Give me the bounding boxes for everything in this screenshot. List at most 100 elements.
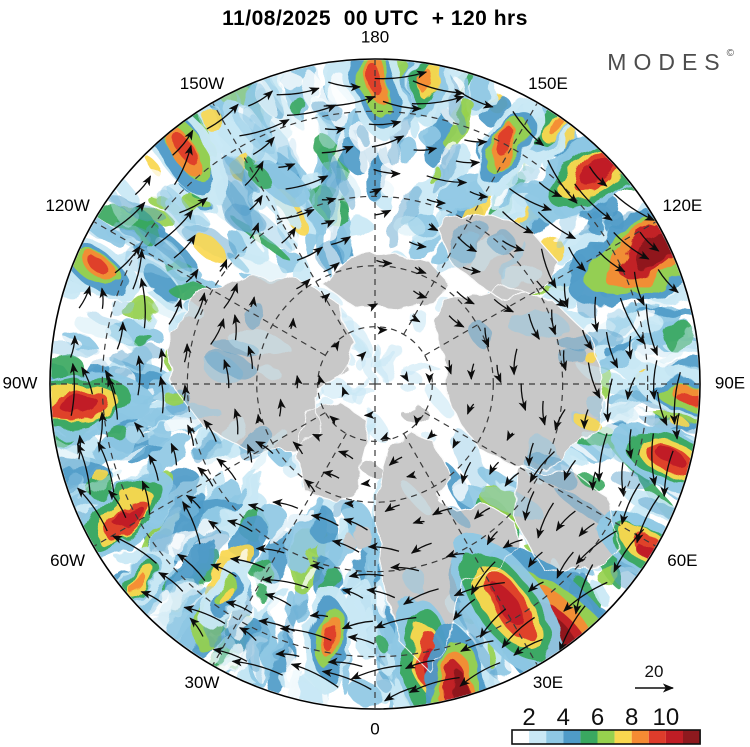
field-blob (490, 191, 512, 204)
wind-arrow (321, 668, 372, 691)
wind-arrow (452, 437, 461, 449)
field-blob (205, 351, 258, 380)
wind-arrow (258, 617, 295, 632)
wind-arrow (555, 510, 576, 532)
wind-arrow (462, 266, 482, 275)
wind-arrow (464, 138, 488, 147)
wind-arrow (343, 499, 355, 509)
meridian-line (424, 412, 657, 548)
meridian-line (424, 220, 657, 356)
wind-arrow (321, 219, 336, 229)
longitude-label: 30W (185, 673, 220, 692)
field-blob (126, 428, 155, 444)
wind-arrow (134, 175, 152, 196)
wind-arrow (502, 539, 523, 549)
field-blob (159, 578, 195, 624)
wind-arrow (69, 334, 79, 358)
wind-arrow (296, 278, 311, 290)
wind-arrow (559, 350, 568, 372)
wind-arrow (613, 193, 656, 221)
wind-arrow (426, 198, 447, 208)
wind-arrow (255, 413, 264, 425)
colorbar-cell (683, 730, 701, 744)
wind-arrow (276, 87, 320, 96)
wind-arrow (261, 575, 309, 589)
wind-arrow (509, 187, 553, 212)
wind-arrow (77, 443, 91, 495)
field-blob (206, 471, 226, 502)
wind-arrow (185, 494, 201, 509)
wind-arrow (376, 259, 393, 268)
wind-arrow (426, 175, 468, 187)
wind-arrow (594, 433, 608, 483)
colorbar-cell (512, 730, 530, 744)
field-blob (250, 168, 274, 190)
wind-arrow (448, 315, 465, 328)
field-blob (289, 98, 308, 115)
wind-arrow (264, 592, 292, 607)
wind-arrow (279, 624, 332, 641)
field-blob (401, 385, 420, 395)
field-blob (226, 329, 292, 359)
wind-arrow (574, 183, 613, 221)
wind-arrow (536, 502, 555, 539)
wind-arrow (603, 378, 613, 423)
wind-arrow (317, 374, 326, 386)
field-blob (321, 326, 339, 340)
wind-arrow (139, 277, 148, 329)
vector-reference-value: 20 (645, 662, 664, 681)
colorbar-tick-label: 6 (591, 704, 604, 731)
field-blob (106, 427, 130, 439)
modes-logo-text: MODES (607, 49, 727, 75)
wind-arrow (323, 95, 376, 107)
wind-arrow (522, 491, 535, 522)
field-blob (224, 585, 253, 649)
wind-arrow (559, 605, 586, 653)
wind-arrow (172, 129, 194, 156)
field-blob (396, 214, 424, 240)
wind-arrow (76, 434, 86, 460)
wind-arrow (560, 283, 569, 309)
field-blob (60, 395, 99, 414)
wind-arrow (319, 293, 331, 304)
wind-arrow (563, 459, 577, 481)
wind-arrow (390, 562, 420, 572)
wind-arrow (249, 222, 260, 239)
wind-arrow (111, 535, 157, 564)
vector-reference-legend: 20 (635, 662, 675, 693)
wind-arrow (556, 551, 574, 579)
wind-arrow (613, 231, 650, 260)
wind-arrow (304, 479, 316, 493)
field-blob (282, 71, 302, 91)
field-blob (402, 483, 431, 515)
wind-arrow (409, 313, 421, 323)
wind-arrow (194, 292, 207, 319)
wind-arrow (134, 422, 145, 438)
wind-arrow (239, 119, 290, 137)
wind-arrow (489, 461, 500, 476)
wind-arrow (501, 616, 535, 649)
wind-arrow (412, 516, 425, 525)
field-blob (576, 362, 636, 397)
wind-arrow (331, 236, 352, 246)
field-blob (362, 463, 382, 477)
coastline (513, 469, 617, 575)
wind-arrow (108, 489, 127, 518)
wind-arrow (374, 70, 428, 80)
field-blob (202, 421, 248, 464)
field-blob (331, 73, 351, 111)
wind-arrow (331, 538, 360, 553)
wind-arrow (179, 197, 208, 214)
field-blob (290, 370, 310, 382)
colorbar-cell (631, 730, 649, 744)
wind-arrow (321, 197, 337, 206)
field-blob (255, 583, 266, 599)
wind-arrow (225, 600, 253, 614)
field-blob (489, 641, 498, 674)
field-blob (388, 97, 415, 164)
field-blob (580, 156, 616, 185)
wind-arrow (399, 370, 409, 382)
wind-arrow (619, 297, 646, 345)
wind-arrow (182, 501, 201, 545)
colorbar-tick-label: 10 (653, 704, 680, 731)
